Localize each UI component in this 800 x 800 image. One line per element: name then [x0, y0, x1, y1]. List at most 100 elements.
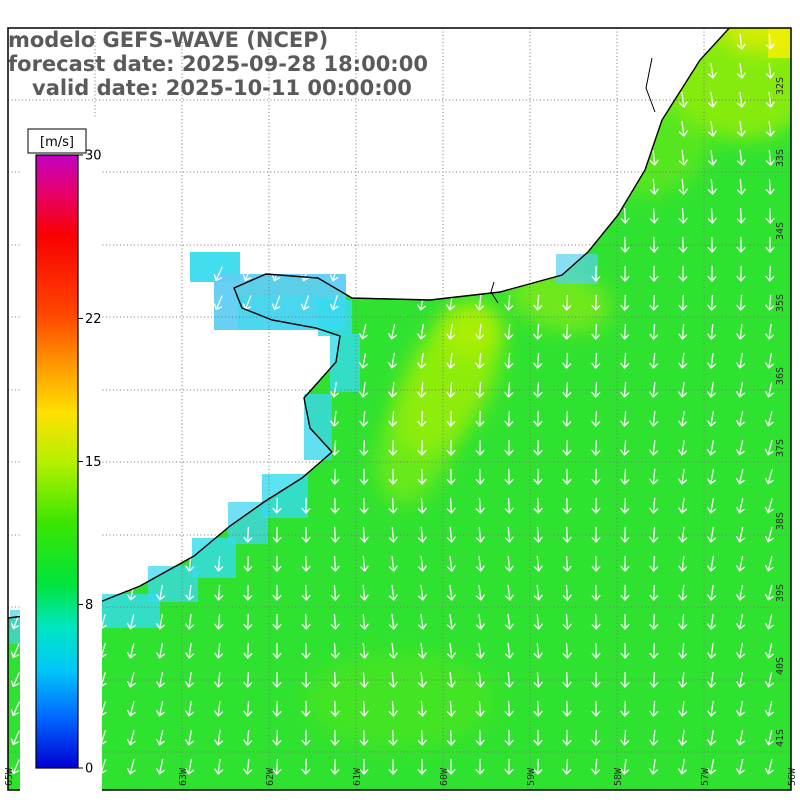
wind-arrow — [417, 671, 427, 688]
latitude-label: 38S — [775, 512, 786, 530]
wind-arrow — [620, 584, 630, 601]
wind-arrow — [736, 91, 746, 108]
wind-arrow — [765, 178, 775, 195]
wind-arrow — [213, 295, 223, 311]
wind-arrow — [533, 410, 543, 427]
wind-arrow — [678, 294, 688, 311]
wind-arrow — [417, 323, 426, 340]
wind-arrow — [736, 294, 746, 311]
wind-arrow — [301, 613, 311, 630]
wind-arrow — [301, 642, 311, 659]
wind-arrow — [707, 642, 717, 659]
colorbar-tick-label: 30 — [85, 149, 102, 164]
wind-arrow — [417, 352, 427, 369]
wind-arrow — [649, 265, 659, 282]
wind-arrow — [300, 266, 310, 282]
wind-arrow — [504, 352, 514, 369]
wind-arrow — [736, 178, 746, 195]
wind-arrow — [707, 62, 717, 79]
wind-arrow — [475, 381, 485, 398]
wind-arrow — [678, 584, 688, 601]
wind-arrow — [678, 700, 688, 717]
wind-arrow — [562, 410, 572, 427]
wind-arrow — [764, 498, 774, 514]
wind-arrow — [678, 497, 688, 514]
colorbar-gradient — [35, 154, 79, 769]
wind-arrow — [504, 323, 514, 340]
wind-arrow — [562, 352, 572, 369]
wind-arrow — [591, 671, 601, 688]
wind-arrow — [156, 613, 165, 630]
wind-arrow — [591, 584, 601, 601]
wind-arrow — [213, 266, 223, 282]
wind-arrow — [243, 758, 253, 775]
wind-arrow — [475, 497, 485, 514]
wind-arrow — [562, 613, 572, 630]
wind-arrow — [765, 149, 775, 166]
wind-arrow — [504, 439, 514, 456]
wind-arrow — [591, 613, 601, 630]
wind-arrow — [446, 642, 456, 659]
wind-arrow — [591, 729, 601, 746]
wind-arrow — [533, 468, 543, 485]
wind-arrow — [214, 729, 224, 746]
wind-arrow — [736, 671, 745, 688]
wind-arrow — [678, 758, 687, 775]
wind-arrow — [707, 468, 716, 485]
wind-arrow — [707, 439, 716, 456]
wind-arrow — [707, 410, 716, 427]
wind-arrow — [533, 323, 543, 340]
wind-arrow — [156, 700, 165, 717]
wind-arrow — [736, 440, 745, 456]
colorbar-tick-label: 8 — [85, 598, 93, 613]
wind-arrow — [649, 526, 659, 543]
wind-arrow — [446, 613, 456, 630]
wind-arrow — [330, 410, 340, 427]
wind-arrow — [10, 643, 20, 659]
colorbar-ticks: 30 22 15 8 0 — [78, 149, 102, 777]
wind-arrow — [446, 410, 456, 427]
wind-arrow — [649, 497, 659, 514]
wind-arrow — [417, 526, 427, 543]
longitude-label: 60W — [439, 767, 450, 786]
wind-arrow — [591, 642, 601, 659]
wind-arrow — [533, 584, 543, 601]
wind-arrow — [591, 555, 601, 572]
wind-arrow — [301, 555, 311, 572]
wind-arrow — [620, 700, 630, 717]
wind-arrow — [765, 730, 774, 746]
wind-arrow — [678, 410, 688, 427]
longitude-label: 58W — [613, 767, 624, 786]
wind-arrow — [736, 62, 746, 79]
wind-arrow — [649, 555, 659, 572]
wind-arrow — [156, 758, 165, 775]
latitude-label: 37S — [775, 439, 786, 457]
wind-arrow — [504, 410, 514, 427]
wind-arrow — [388, 671, 398, 688]
wind-arrow — [764, 556, 774, 572]
wind-arrow — [359, 584, 369, 601]
wind-arrow — [504, 381, 514, 398]
wind-arrow — [359, 410, 369, 427]
wind-arrow — [446, 323, 456, 340]
wind-arrow — [562, 700, 572, 717]
wind-arrow — [359, 729, 369, 746]
wind-arrow — [765, 294, 775, 311]
wind-arrow — [764, 440, 774, 456]
wind-arrow — [736, 265, 746, 282]
wind-arrow — [417, 642, 427, 659]
wind-arrow — [764, 469, 774, 485]
wind-arrow — [156, 584, 165, 601]
wind-arrow — [214, 584, 224, 601]
wind-arrow — [417, 497, 427, 514]
wind-speed-cell — [304, 394, 332, 460]
wind-arrow — [707, 729, 716, 746]
wind-arrow — [156, 671, 165, 688]
wind-arrow — [533, 671, 543, 688]
model-title: modelo GEFS-WAVE (NCEP) — [8, 28, 328, 52]
wind-arrow — [620, 642, 630, 659]
wind-arrow — [417, 758, 427, 775]
longitude-label: 63W — [178, 767, 189, 786]
